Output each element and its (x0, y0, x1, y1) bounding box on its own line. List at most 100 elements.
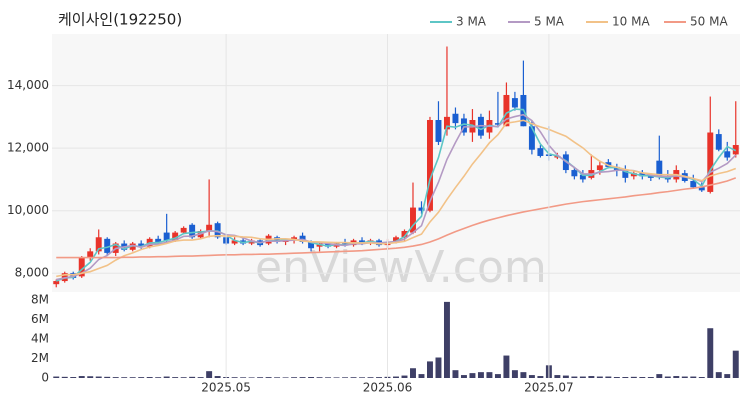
legend-label: 50 MA (690, 15, 728, 29)
candle-body (325, 243, 332, 247)
volume-bar (427, 361, 433, 378)
volume-bar (622, 377, 629, 378)
volume-bar (647, 377, 654, 378)
volume-bar (393, 376, 399, 378)
volume-bar (690, 376, 697, 378)
volume-bar (299, 377, 306, 378)
candle-body (180, 227, 187, 233)
volume-bar (511, 370, 518, 378)
volume-bar (95, 376, 102, 378)
volume-bar (138, 377, 145, 378)
y-tick-label: 10,000 (7, 203, 49, 217)
volume-bar (707, 328, 714, 378)
candle-body (639, 173, 646, 177)
candle-body (138, 243, 145, 247)
volume-bar (639, 377, 646, 378)
candle-body (528, 126, 535, 150)
volume-bar (206, 371, 213, 378)
candle-body (622, 170, 629, 178)
candle-body (53, 281, 60, 285)
x-tick-label: 2025.07 (524, 381, 574, 395)
volume-bar (410, 368, 416, 378)
candle-body (698, 187, 705, 191)
volume-bar (155, 377, 162, 378)
volume-bar (70, 377, 77, 378)
candle-body (690, 180, 697, 188)
candle-body (359, 240, 365, 244)
volume-bar (469, 373, 476, 378)
ma-line (56, 177, 737, 259)
volume-bar (265, 377, 272, 378)
ma-line (56, 119, 737, 278)
candle-body (656, 160, 663, 177)
candle-body (418, 207, 425, 211)
volume-bar (460, 375, 467, 378)
candle-body (78, 257, 85, 277)
volume-bar (172, 377, 179, 378)
candle-body (732, 145, 739, 155)
y-tick-label: 4M (31, 331, 49, 345)
candle-body (647, 176, 654, 178)
volume-bar (732, 350, 739, 378)
candle-body (172, 232, 179, 241)
volume-bar (494, 374, 501, 378)
candle-body (401, 231, 408, 238)
volume-bar (562, 375, 569, 378)
volume-bar (537, 376, 544, 378)
y-tick-label: 2M (31, 351, 49, 365)
candle-body (410, 207, 416, 233)
volume-bar (613, 377, 620, 378)
volume-bar (87, 376, 94, 378)
y-tick-label: 14,000 (7, 78, 49, 92)
volume-bar (477, 372, 484, 378)
volume-bar (180, 377, 187, 378)
volume-bar (588, 376, 595, 378)
volume-bar (325, 377, 332, 378)
volume-bar (656, 374, 663, 378)
volume-bar (673, 376, 680, 378)
volume-bar (163, 376, 170, 378)
candle-body (571, 170, 578, 177)
candle-body (511, 98, 518, 108)
legend-label: 3 MA (456, 15, 487, 29)
candle-body (724, 151, 731, 158)
volume-bar (146, 377, 153, 378)
volume-bar (554, 375, 561, 378)
volume-bar (189, 376, 196, 378)
volume-bar (316, 377, 323, 378)
volume-bar (630, 376, 637, 378)
volume-bar (214, 376, 221, 378)
volume-bar (342, 377, 349, 378)
watermark: enViewV.com (255, 242, 547, 293)
candle-body (155, 238, 162, 242)
volume-bar (715, 372, 722, 378)
x-tick-label: 2025.06 (363, 381, 413, 395)
volume-bar (61, 376, 68, 378)
volume-bar (257, 377, 264, 378)
candle-body (189, 224, 196, 238)
y-tick-label: 8M (31, 292, 49, 306)
candle-body (104, 238, 111, 253)
candle-body (129, 243, 136, 250)
x-tick-label: 2025.05 (201, 381, 251, 395)
volume-bar (350, 377, 357, 378)
volume-bar (724, 374, 731, 378)
volume-bar (197, 377, 204, 378)
volume-bar (282, 377, 289, 378)
candle-body (87, 251, 94, 258)
volume-bar (291, 377, 298, 378)
candle-body (95, 237, 102, 252)
candle-body (579, 174, 586, 180)
candle-body (503, 94, 510, 127)
volume-bar (435, 357, 442, 378)
volume-bar (528, 375, 535, 378)
candle-body (452, 113, 459, 124)
volume-bar (274, 377, 281, 378)
volume-bar (231, 377, 238, 378)
candle-body (163, 232, 170, 241)
volume-bar (359, 377, 365, 378)
volume-bar (571, 376, 578, 378)
volume-bar (486, 372, 493, 378)
volume-bar (333, 377, 340, 378)
